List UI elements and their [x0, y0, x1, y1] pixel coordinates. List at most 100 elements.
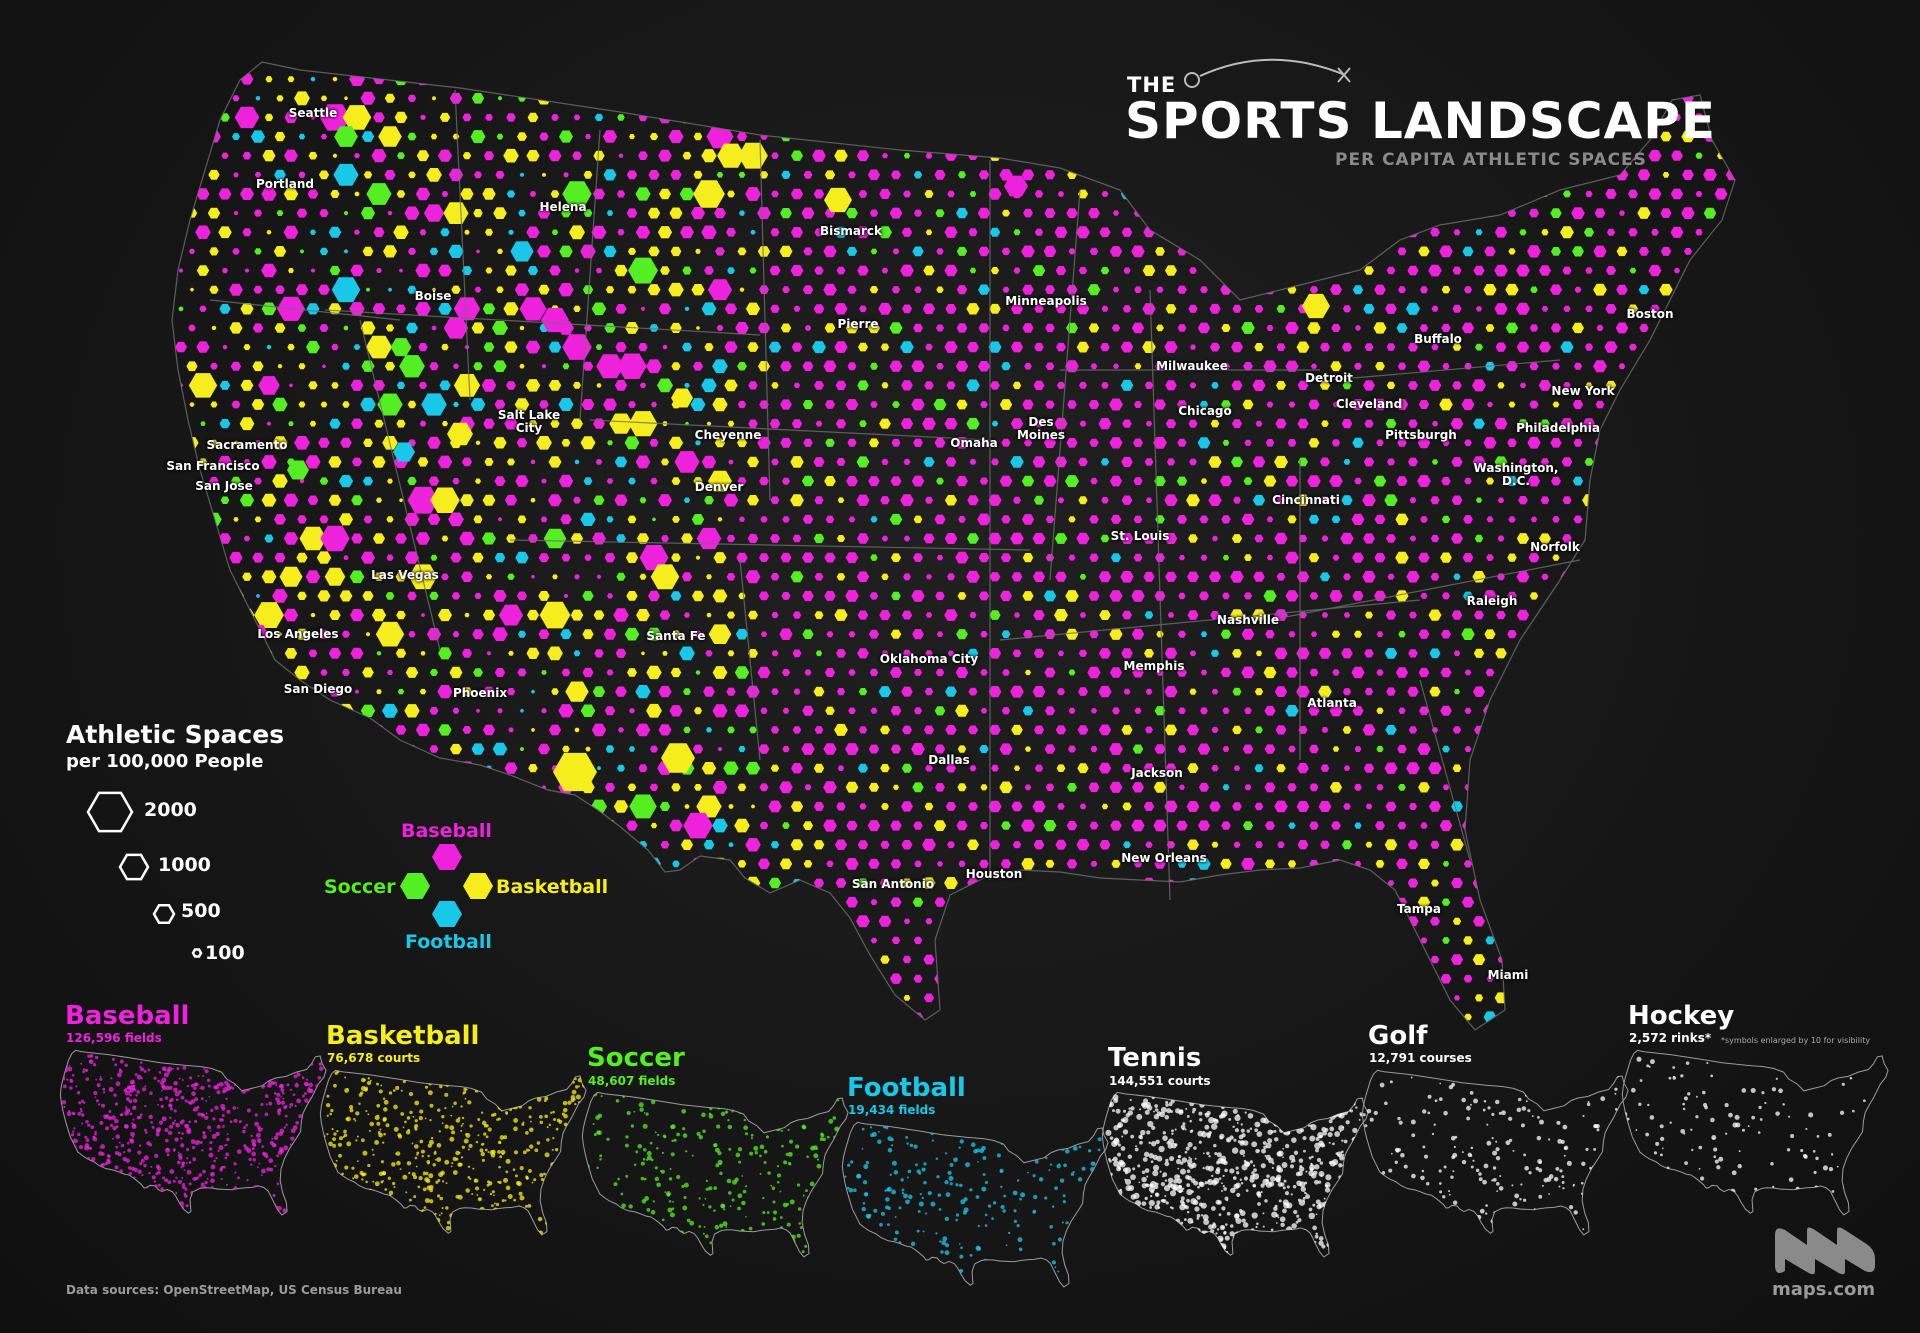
hex-bin	[1089, 515, 1099, 524]
hex-bin	[1341, 342, 1353, 352]
hex-bin	[1264, 705, 1276, 716]
hex-bin	[717, 62, 723, 63]
hex-bin	[592, 686, 606, 697]
hex-bin	[536, 1010, 552, 1024]
hex-bin	[1309, 821, 1319, 830]
hex-bin	[283, 187, 299, 201]
hex-bin	[1134, 707, 1142, 714]
hex-bin	[1507, 668, 1517, 676]
hex-bin	[1562, 994, 1572, 1002]
hex-bin	[430, 554, 438, 561]
hex-bin	[1210, 267, 1220, 275]
hex-bin	[1011, 801, 1023, 812]
hex-bin	[516, 591, 528, 601]
hex-bin	[947, 573, 955, 581]
hex-bin	[1375, 362, 1385, 371]
hex-bin	[1032, 571, 1046, 583]
hex-bin	[1166, 917, 1176, 925]
hex-bin	[1352, 285, 1364, 295]
hex-bin	[845, 590, 859, 602]
hex-bin	[375, 621, 405, 647]
hex-bin	[537, 858, 551, 870]
hex-bin	[218, 226, 232, 239]
hex-bin	[1651, 803, 1659, 810]
hex-bin	[596, 995, 602, 1001]
hex-bin	[1596, 62, 1604, 63]
hex-bin	[625, 858, 639, 870]
hex-bin	[450, 743, 462, 755]
hex-bin	[1044, 62, 1056, 65]
hex-bin	[1134, 401, 1142, 408]
hex-bin	[1012, 649, 1022, 658]
hex-bin	[233, 172, 239, 178]
hex-bin	[1320, 496, 1330, 505]
hex-bin	[692, 361, 704, 371]
hex-bin	[968, 228, 978, 237]
hex-bin	[988, 686, 1002, 698]
hex-bin	[341, 62, 351, 65]
hex-bin	[1154, 399, 1166, 410]
hex-bin	[1695, 918, 1703, 925]
hex-bin	[604, 782, 616, 792]
hex-bin	[1165, 419, 1177, 429]
hex-bin	[1001, 94, 1011, 103]
hex-bin	[771, 190, 779, 198]
hex-bin	[793, 382, 801, 389]
hex-bin	[184, 91, 200, 105]
hex-bin	[1684, 554, 1692, 561]
hex-bin	[1585, 573, 1593, 580]
hex-bin	[1585, 535, 1593, 542]
hex-bin	[1464, 746, 1472, 752]
hex-bin	[1320, 342, 1330, 352]
panel-title-golf: Golf	[1368, 1021, 1428, 1051]
hex-bin	[1519, 842, 1527, 848]
hex-bin	[261, 187, 277, 201]
hex-bin	[1242, 744, 1254, 754]
hex-bin	[682, 266, 692, 275]
hex-bin	[561, 553, 571, 562]
hex-bin	[956, 1012, 968, 1022]
hex-bin	[1529, 324, 1539, 332]
hex-bin	[1176, 208, 1188, 218]
hex-bin	[492, 627, 508, 641]
hex-bin	[836, 802, 846, 811]
hex-bin	[1190, 344, 1196, 350]
hex-bin	[758, 1012, 770, 1022]
hex-bin	[396, 190, 406, 198]
hex-bin	[1648, 647, 1662, 660]
hex-bin	[1362, 570, 1376, 583]
hex-bin	[958, 516, 966, 523]
hex-bin	[254, 248, 262, 255]
hex-bin	[1395, 399, 1409, 410]
mini-map-soccer	[581, 1091, 849, 1258]
hex-bin	[175, 418, 187, 429]
hex-bin	[1266, 401, 1274, 408]
hex-bin	[1120, 533, 1134, 544]
hex-bin	[1179, 784, 1185, 790]
hex-bin	[1617, 1013, 1627, 1021]
hex-bin	[661, 743, 695, 773]
hex-bin	[658, 111, 672, 124]
hex-bin	[715, 247, 725, 256]
hex-bin	[1089, 247, 1099, 256]
hex-bin	[254, 172, 262, 178]
hex-bin	[222, 77, 228, 82]
hex-bin	[415, 263, 431, 278]
hex-bin	[287, 343, 295, 351]
hex-bin	[1670, 380, 1684, 391]
hex-bin	[845, 552, 859, 564]
hex-bin	[857, 380, 869, 391]
hex-bin	[187, 591, 197, 601]
mini-map-basketball	[319, 1069, 587, 1236]
hex-bin	[1243, 975, 1253, 983]
hex-bin	[1695, 650, 1703, 657]
hex-bin	[999, 399, 1013, 410]
hex-bin	[1442, 439, 1450, 446]
hex-bin	[990, 381, 1000, 390]
hex-bin	[405, 551, 419, 564]
hex-bin	[662, 651, 668, 656]
hex-bin	[1398, 784, 1406, 791]
hex-bin	[420, 651, 426, 656]
hex-bin	[977, 513, 991, 526]
hex-bin	[1045, 859, 1055, 868]
